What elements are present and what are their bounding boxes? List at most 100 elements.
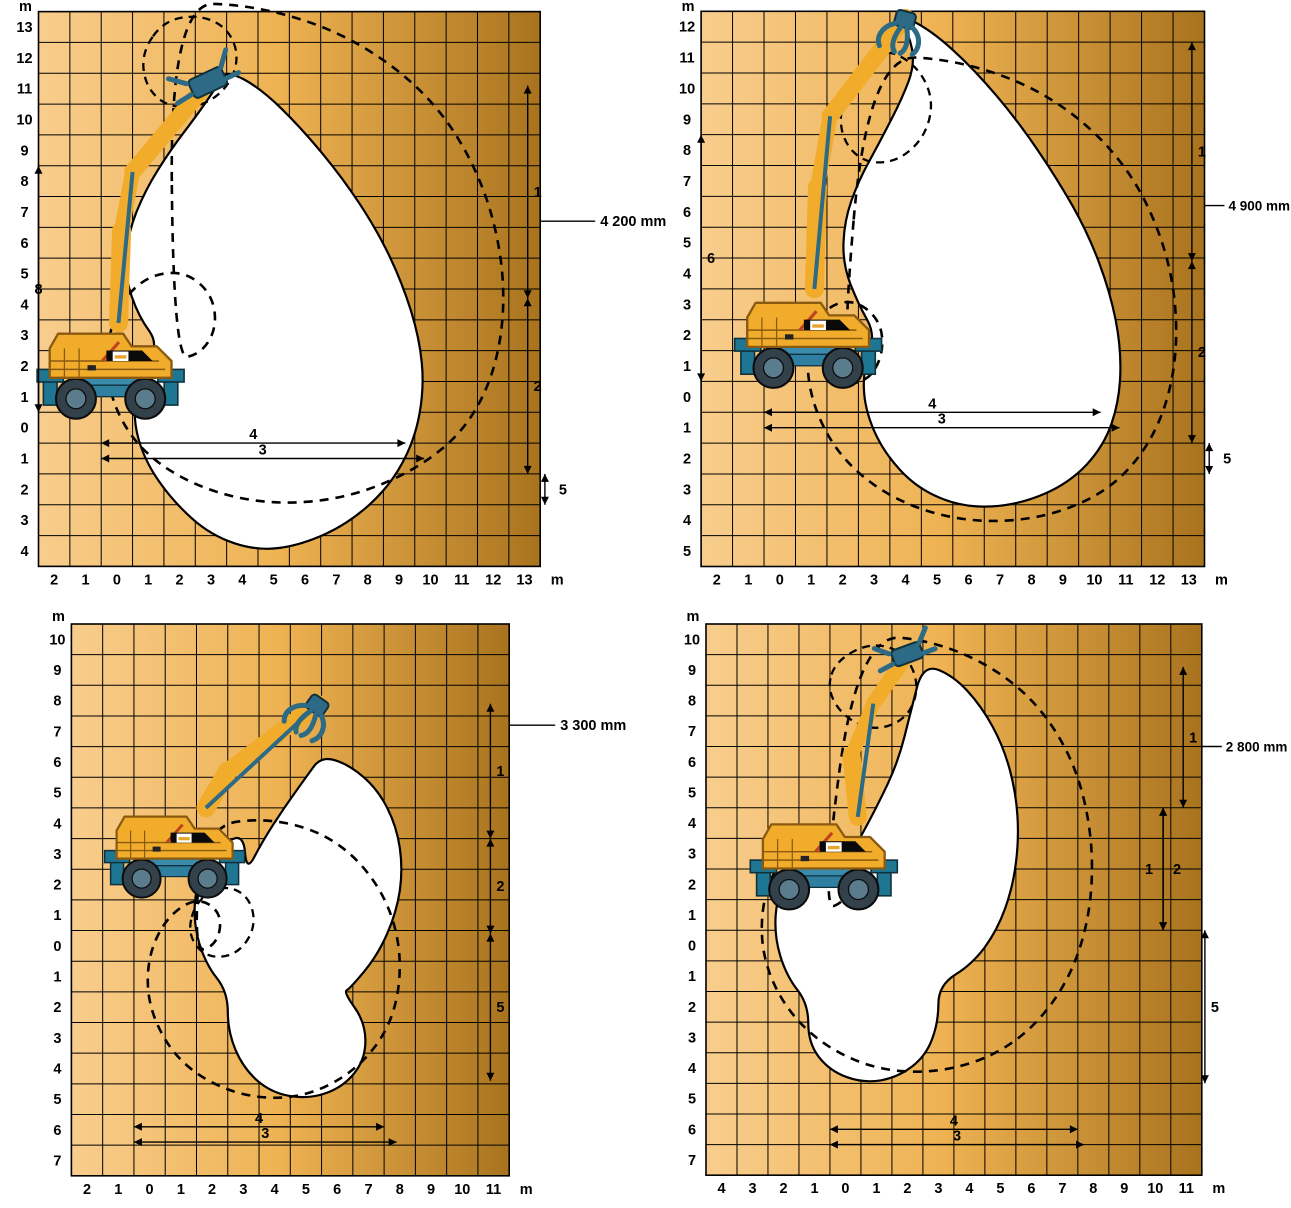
svg-text:4: 4 xyxy=(683,513,691,529)
svg-text:1: 1 xyxy=(20,452,28,468)
svg-text:11: 11 xyxy=(454,572,469,588)
svg-text:4: 4 xyxy=(20,544,28,560)
svg-text:2: 2 xyxy=(903,1181,911,1197)
svg-text:m: m xyxy=(1212,1181,1225,1197)
svg-text:3: 3 xyxy=(683,482,691,498)
svg-text:5: 5 xyxy=(683,544,691,560)
svg-text:1: 1 xyxy=(534,185,542,201)
svg-text:12: 12 xyxy=(16,51,32,67)
svg-text:1: 1 xyxy=(53,970,61,986)
svg-text:5: 5 xyxy=(688,1092,696,1108)
svg-text:10: 10 xyxy=(684,632,700,648)
svg-text:1: 1 xyxy=(810,1181,818,1197)
svg-text:3: 3 xyxy=(53,1031,61,1047)
svg-text:8: 8 xyxy=(53,694,61,710)
svg-text:3: 3 xyxy=(688,1030,696,1046)
svg-text:7: 7 xyxy=(683,174,691,190)
svg-text:4: 4 xyxy=(902,573,910,589)
svg-text:1: 1 xyxy=(114,1182,122,1198)
svg-text:9: 9 xyxy=(688,663,696,679)
svg-text:4: 4 xyxy=(688,816,696,832)
svg-text:1: 1 xyxy=(688,908,696,924)
svg-text:7: 7 xyxy=(20,205,28,221)
svg-text:7: 7 xyxy=(364,1182,372,1198)
svg-text:7: 7 xyxy=(1058,1181,1066,1197)
svg-text:2: 2 xyxy=(839,573,847,589)
svg-text:2: 2 xyxy=(683,452,691,468)
svg-text:2: 2 xyxy=(20,482,28,498)
svg-text:13: 13 xyxy=(1181,573,1197,589)
svg-text:5: 5 xyxy=(496,1000,504,1016)
svg-text:1: 1 xyxy=(20,390,28,406)
svg-text:5: 5 xyxy=(559,482,567,498)
svg-text:7: 7 xyxy=(332,572,340,588)
svg-text:6: 6 xyxy=(707,251,715,267)
svg-text:6: 6 xyxy=(301,572,309,588)
svg-text:6: 6 xyxy=(688,1122,696,1138)
svg-text:4 900 mm: 4 900 mm xyxy=(1229,199,1291,214)
svg-text:5: 5 xyxy=(688,785,696,801)
svg-text:m: m xyxy=(687,609,700,625)
svg-text:1: 1 xyxy=(144,572,152,588)
svg-text:2: 2 xyxy=(496,879,504,895)
svg-text:2: 2 xyxy=(688,877,696,893)
svg-text:10: 10 xyxy=(422,572,438,588)
svg-text:9: 9 xyxy=(427,1182,435,1198)
svg-text:m: m xyxy=(682,0,695,15)
svg-text:3: 3 xyxy=(748,1181,756,1197)
svg-text:9: 9 xyxy=(1120,1181,1128,1197)
svg-text:3: 3 xyxy=(53,847,61,863)
svg-text:3: 3 xyxy=(934,1181,942,1197)
svg-text:5: 5 xyxy=(996,1181,1004,1197)
svg-text:1: 1 xyxy=(53,908,61,924)
svg-text:12: 12 xyxy=(679,20,695,36)
svg-text:8: 8 xyxy=(683,143,691,159)
svg-text:m: m xyxy=(520,1182,533,1198)
svg-text:2: 2 xyxy=(83,1182,91,1198)
svg-text:m: m xyxy=(551,572,564,588)
svg-text:5: 5 xyxy=(302,1182,310,1198)
svg-text:4: 4 xyxy=(238,572,246,588)
svg-text:1: 1 xyxy=(683,421,691,437)
svg-text:0: 0 xyxy=(146,1182,154,1198)
svg-text:2: 2 xyxy=(53,1000,61,1016)
svg-text:4: 4 xyxy=(249,427,257,443)
svg-text:1: 1 xyxy=(1189,730,1197,746)
svg-text:4: 4 xyxy=(965,1181,973,1197)
svg-text:2: 2 xyxy=(176,572,184,588)
svg-text:6: 6 xyxy=(688,755,696,771)
svg-text:5: 5 xyxy=(683,236,691,252)
svg-text:2: 2 xyxy=(779,1181,787,1197)
svg-text:m: m xyxy=(52,609,65,625)
svg-text:5: 5 xyxy=(933,573,941,589)
svg-text:0: 0 xyxy=(841,1181,849,1197)
svg-text:2: 2 xyxy=(683,328,691,344)
svg-text:3: 3 xyxy=(683,297,691,313)
svg-text:1: 1 xyxy=(744,573,752,589)
svg-text:10: 10 xyxy=(49,632,65,648)
svg-text:11: 11 xyxy=(486,1182,501,1198)
svg-text:10: 10 xyxy=(454,1182,470,1198)
svg-text:7: 7 xyxy=(53,724,61,740)
svg-text:11: 11 xyxy=(1118,573,1133,589)
svg-text:2: 2 xyxy=(688,1000,696,1016)
svg-text:1: 1 xyxy=(1145,862,1153,878)
svg-text:4: 4 xyxy=(53,1062,61,1078)
svg-text:3: 3 xyxy=(261,1126,269,1142)
svg-text:8: 8 xyxy=(1027,573,1035,589)
svg-text:4: 4 xyxy=(683,267,691,283)
svg-text:8: 8 xyxy=(1089,1181,1097,1197)
svg-text:0: 0 xyxy=(776,573,784,589)
svg-text:9: 9 xyxy=(20,143,28,159)
svg-text:2: 2 xyxy=(208,1182,216,1198)
svg-text:3: 3 xyxy=(870,573,878,589)
svg-text:11: 11 xyxy=(679,51,694,67)
svg-text:1: 1 xyxy=(872,1181,880,1197)
svg-text:10: 10 xyxy=(679,81,695,97)
svg-text:9: 9 xyxy=(1059,573,1067,589)
svg-text:3: 3 xyxy=(688,847,696,863)
svg-text:1: 1 xyxy=(688,969,696,985)
svg-text:1: 1 xyxy=(81,572,89,588)
svg-text:9: 9 xyxy=(53,663,61,679)
svg-text:6: 6 xyxy=(20,236,28,252)
